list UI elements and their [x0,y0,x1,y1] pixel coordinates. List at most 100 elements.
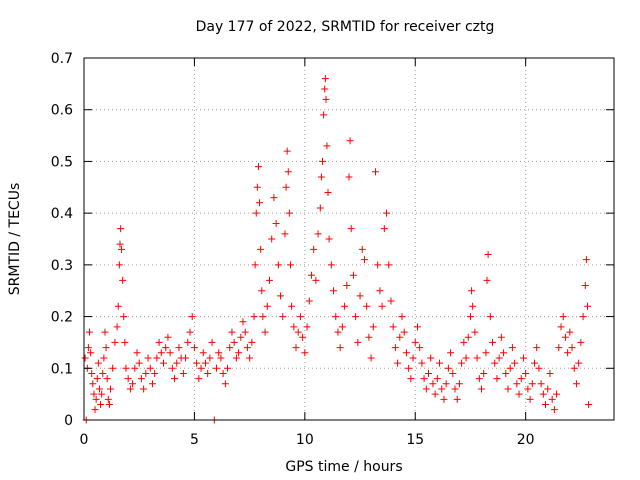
data-point [114,302,122,310]
data-point [101,328,109,336]
data-point [535,364,543,372]
data-point [323,142,331,150]
data-point [398,313,406,321]
y-tick-label: 0.7 [51,51,73,67]
data-point [584,302,591,310]
data-point [453,395,461,403]
x-tick-label: 20 [517,432,535,448]
data-point [175,344,183,352]
data-point [279,313,287,321]
data-point [299,333,307,341]
data-point [338,323,346,331]
data-point [413,323,421,331]
data-point [321,85,329,93]
data-point [517,375,525,383]
data-point [95,385,103,393]
data-point [572,380,580,388]
data-point [347,225,355,233]
data-point [462,354,470,362]
data-point [184,338,192,346]
data-point [208,338,216,346]
data-point [268,235,276,243]
data-point [418,359,426,367]
data-point [555,344,563,352]
data-point [168,364,176,372]
data-point [542,400,550,408]
data-point [319,157,326,165]
data-point [526,395,534,403]
data-point [213,364,220,372]
data-point [310,245,318,253]
data-point [504,385,512,393]
data-point [104,395,112,403]
data-point [566,328,574,336]
data-point [111,338,119,346]
data-point [528,380,536,388]
data-point [121,338,129,346]
data-point [513,380,521,388]
data-point [94,359,102,367]
data-point [489,338,497,346]
data-point [117,225,125,233]
data-point [270,194,278,202]
data-point [243,344,251,352]
data-point [166,349,174,357]
data-point [519,354,527,362]
data-point [250,313,258,321]
data-point [272,219,280,227]
data-point [284,168,292,176]
x-tick-label: 15 [406,432,424,448]
data-point [98,390,106,398]
data-point [575,359,583,367]
data-point [391,344,399,352]
data-point [124,375,132,383]
data-point [99,369,107,377]
data-point [480,369,488,377]
y-tick-label: 0.6 [51,103,73,119]
data-point [330,287,338,295]
data-point [409,354,417,362]
data-point [365,333,373,341]
y-tick-label: 0 [64,413,73,429]
data-point [303,323,311,331]
data-point [146,364,154,372]
data-point [550,406,558,414]
data-point [464,333,472,341]
data-point [433,375,441,383]
data-point [92,395,100,403]
data-point [221,380,229,388]
data-point [232,354,240,362]
data-point [307,271,315,279]
data-point [484,251,492,259]
data-point [568,344,576,352]
data-point [144,354,152,362]
data-point [219,369,227,377]
data-point [148,380,156,388]
data-point [140,385,148,393]
data-point [389,323,397,331]
data-point [436,359,444,367]
data-point [312,276,320,284]
data-point [109,364,117,372]
data-point [237,333,245,341]
data-point [422,385,430,393]
data-point [204,369,212,377]
data-point [455,380,463,388]
data-point [356,292,364,300]
grid-lines [84,58,614,420]
data-point [402,349,410,357]
data-point [261,328,269,336]
data-point [248,338,256,346]
data-point [259,313,267,321]
data-point [256,199,264,207]
data-point [93,375,101,383]
data-point [316,204,324,212]
data-point [416,344,424,352]
chart-title: Day 177 of 2022, SRMTID for receiver czt… [196,19,495,35]
data-point [206,354,214,362]
y-tick-label: 0.4 [51,206,73,222]
data-point [120,313,128,321]
data-point [394,359,402,367]
data-point [449,369,457,377]
data-point [179,369,187,377]
